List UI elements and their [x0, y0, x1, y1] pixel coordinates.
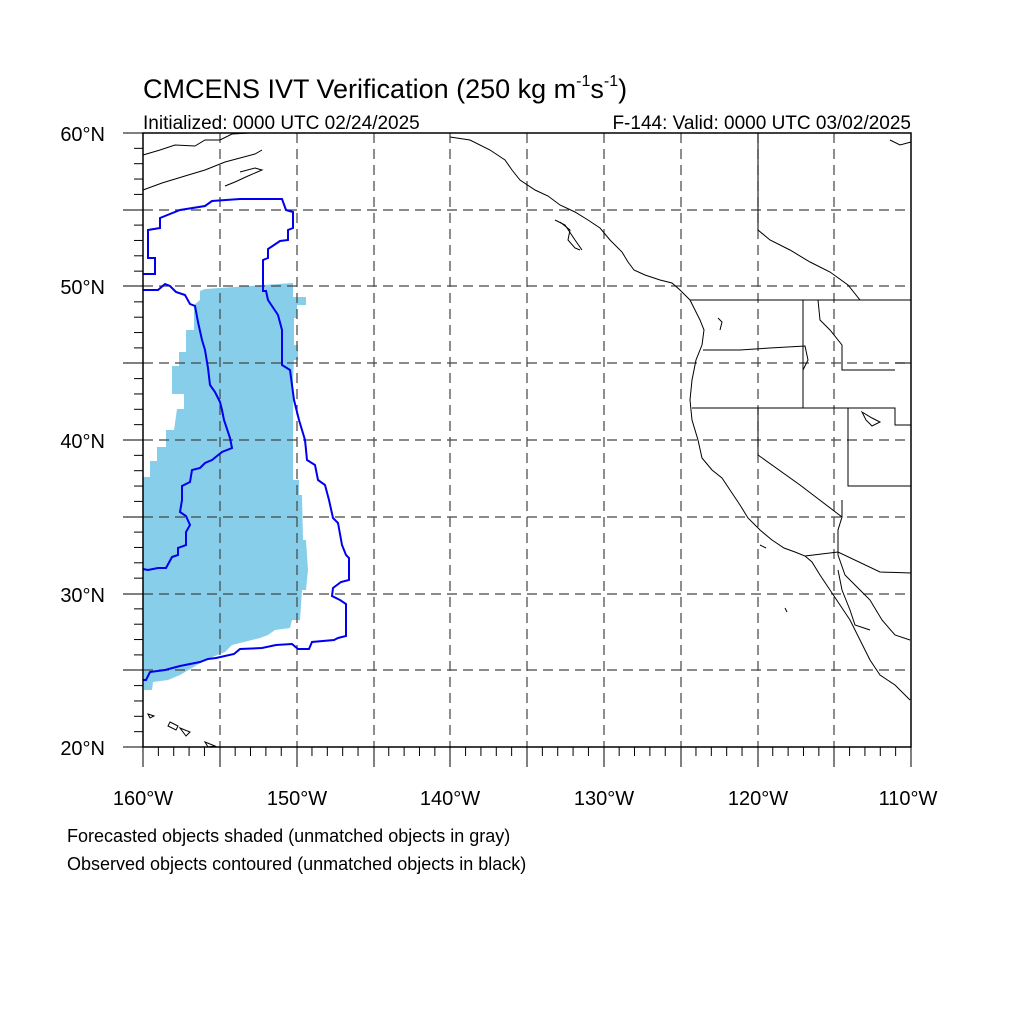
coastlines — [142, 132, 912, 701]
map-title: CMCENS IVT Verification (250 kg m-1s-1) — [143, 73, 627, 104]
observed-object-contour-inner — [142, 282, 234, 572]
lon-label-110w: 110°W — [879, 788, 938, 810]
footnote-observed: Observed objects contoured (unmatched ob… — [67, 854, 526, 874]
lat-label-50: 50°N — [60, 277, 105, 299]
lat-label-30: 30°N — [60, 585, 105, 607]
valid-time-label: F-144: Valid: 0000 UTC 03/02/2025 — [612, 113, 911, 134]
gridlines — [143, 133, 911, 747]
axis-ticks — [123, 132, 912, 767]
axis-minor-ticks — [134, 147, 897, 756]
lat-label-60: 60°N — [60, 124, 105, 146]
lon-label-120w: 120°W — [728, 788, 788, 810]
lat-label-20: 20°N — [60, 738, 105, 760]
lat-label-40: 40°N — [60, 431, 105, 453]
lon-label-130w: 130°W — [574, 788, 634, 810]
lon-label-140w: 140°W — [420, 788, 480, 810]
footnote-forecast: Forecasted objects shaded (unmatched obj… — [67, 826, 510, 846]
observed-object-contour — [143, 198, 350, 681]
lon-label-160w: 160°W — [113, 788, 173, 810]
lon-label-150w: 150°W — [267, 788, 327, 810]
forecast-object — [143, 283, 308, 690]
init-time-label: Initialized: 0000 UTC 02/24/2025 — [143, 113, 420, 134]
